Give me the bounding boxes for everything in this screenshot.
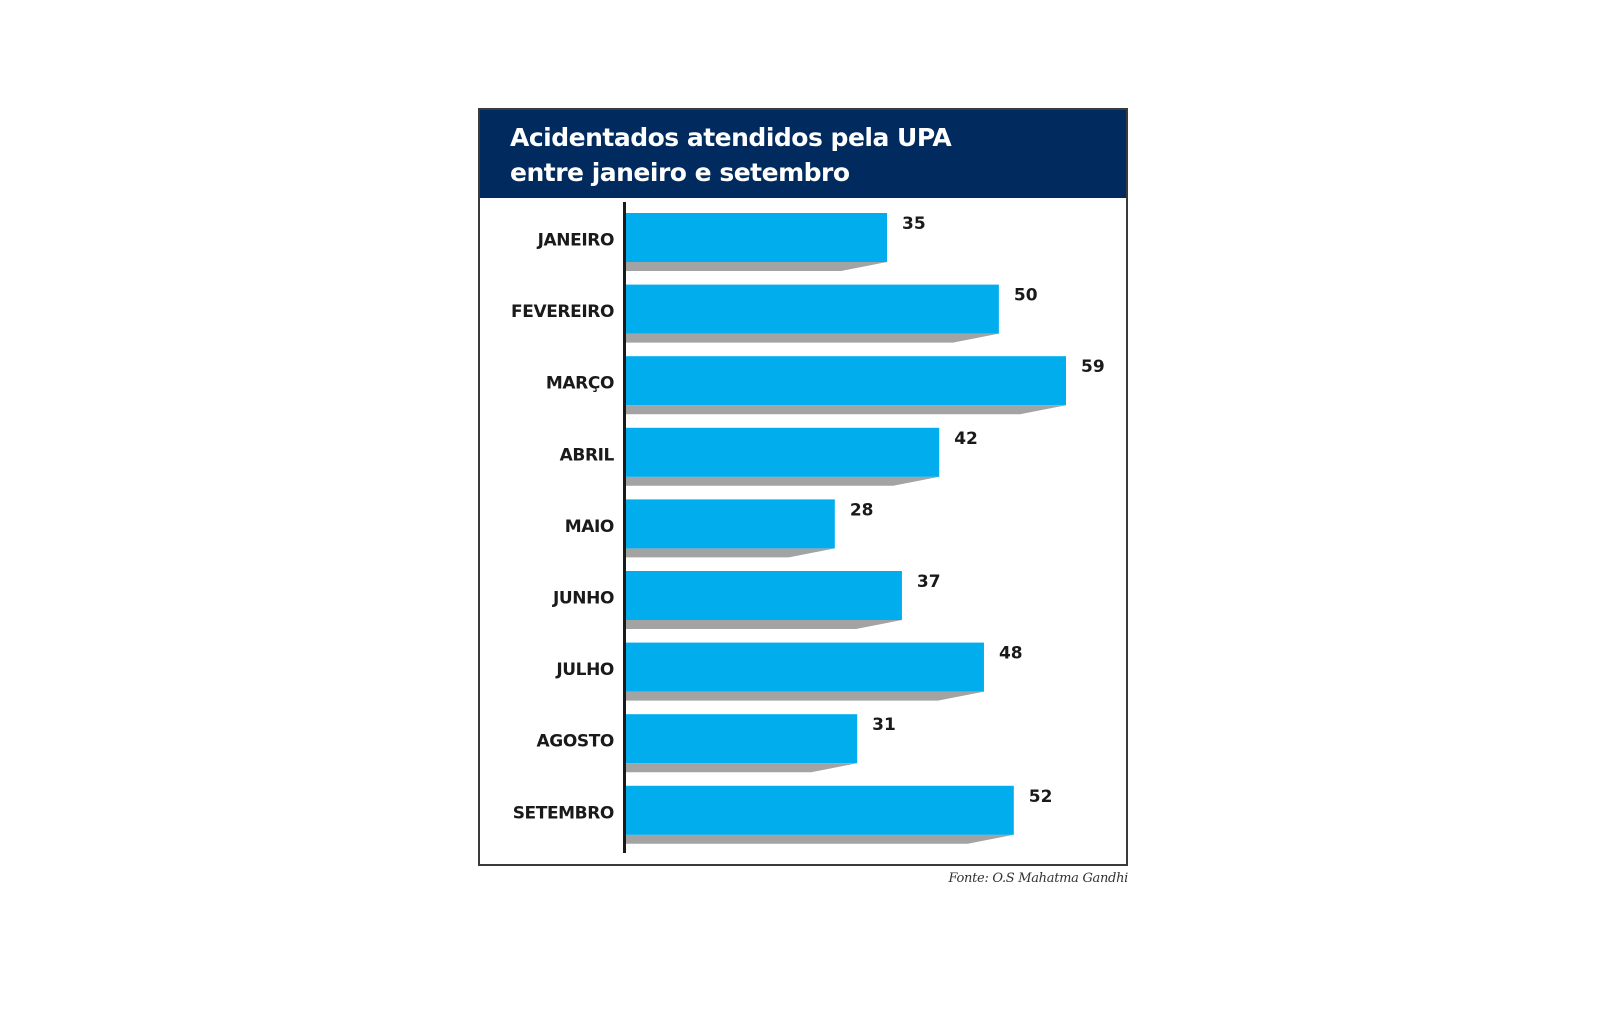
- value-label: 28: [850, 500, 874, 520]
- category-label: FEVEREIRO: [511, 302, 614, 322]
- category-label: JANEIRO: [537, 231, 614, 251]
- value-label: 37: [917, 572, 941, 592]
- bar-janeiro: [626, 213, 888, 262]
- bar-shadow: [626, 405, 1066, 415]
- bar-junho: [626, 571, 902, 620]
- bar-shadows: [626, 262, 1066, 844]
- bar-shadow: [626, 691, 984, 701]
- value-label: 42: [954, 429, 978, 449]
- value-labels: 35 50 59 42 28 37 48 31 52: [850, 214, 1105, 807]
- category-label: MAIO: [565, 517, 614, 537]
- bar-shadow: [626, 262, 888, 271]
- bar-shadow: [626, 548, 835, 558]
- chart-header: Acidentados atendidos pela UPA entre jan…: [480, 110, 1126, 198]
- bar-abril: [626, 427, 940, 477]
- bar-shadow: [626, 834, 1014, 844]
- bar-setembro: [626, 785, 1014, 835]
- value-label: 59: [1081, 357, 1105, 377]
- value-label: 31: [872, 715, 896, 735]
- value-label: 52: [1029, 787, 1053, 807]
- bar-fevereiro: [626, 284, 999, 334]
- bar-shadow: [626, 333, 999, 343]
- source-note: Fonte: O.S Mahatma Gandhi: [948, 871, 1129, 886]
- bar-maio: [626, 499, 835, 549]
- value-label: 35: [902, 214, 926, 234]
- category-label: MARÇO: [546, 374, 614, 394]
- category-label: ABRIL: [560, 445, 615, 465]
- bar-março: [626, 356, 1066, 406]
- bar-shadow: [626, 763, 858, 773]
- bars: [626, 213, 1066, 835]
- bar-shadow: [626, 620, 902, 629]
- bar-julho: [626, 642, 984, 692]
- value-label: 50: [1014, 286, 1038, 306]
- bar-shadow: [626, 476, 940, 486]
- value-label: 48: [999, 644, 1023, 664]
- category-label: JUNHO: [552, 589, 614, 609]
- category-labels: JANEIRO FEVEREIRO MARÇO ABRIL MAIO JUNHO JULHO…: [511, 231, 615, 824]
- category-label: JULHO: [555, 660, 614, 680]
- category-label: AGOSTO: [537, 732, 614, 752]
- category-label: SETEMBRO: [513, 803, 614, 823]
- chart-title: Acidentados atendidos pela UPA entre jan…: [510, 123, 952, 187]
- bar-agosto: [626, 714, 858, 764]
